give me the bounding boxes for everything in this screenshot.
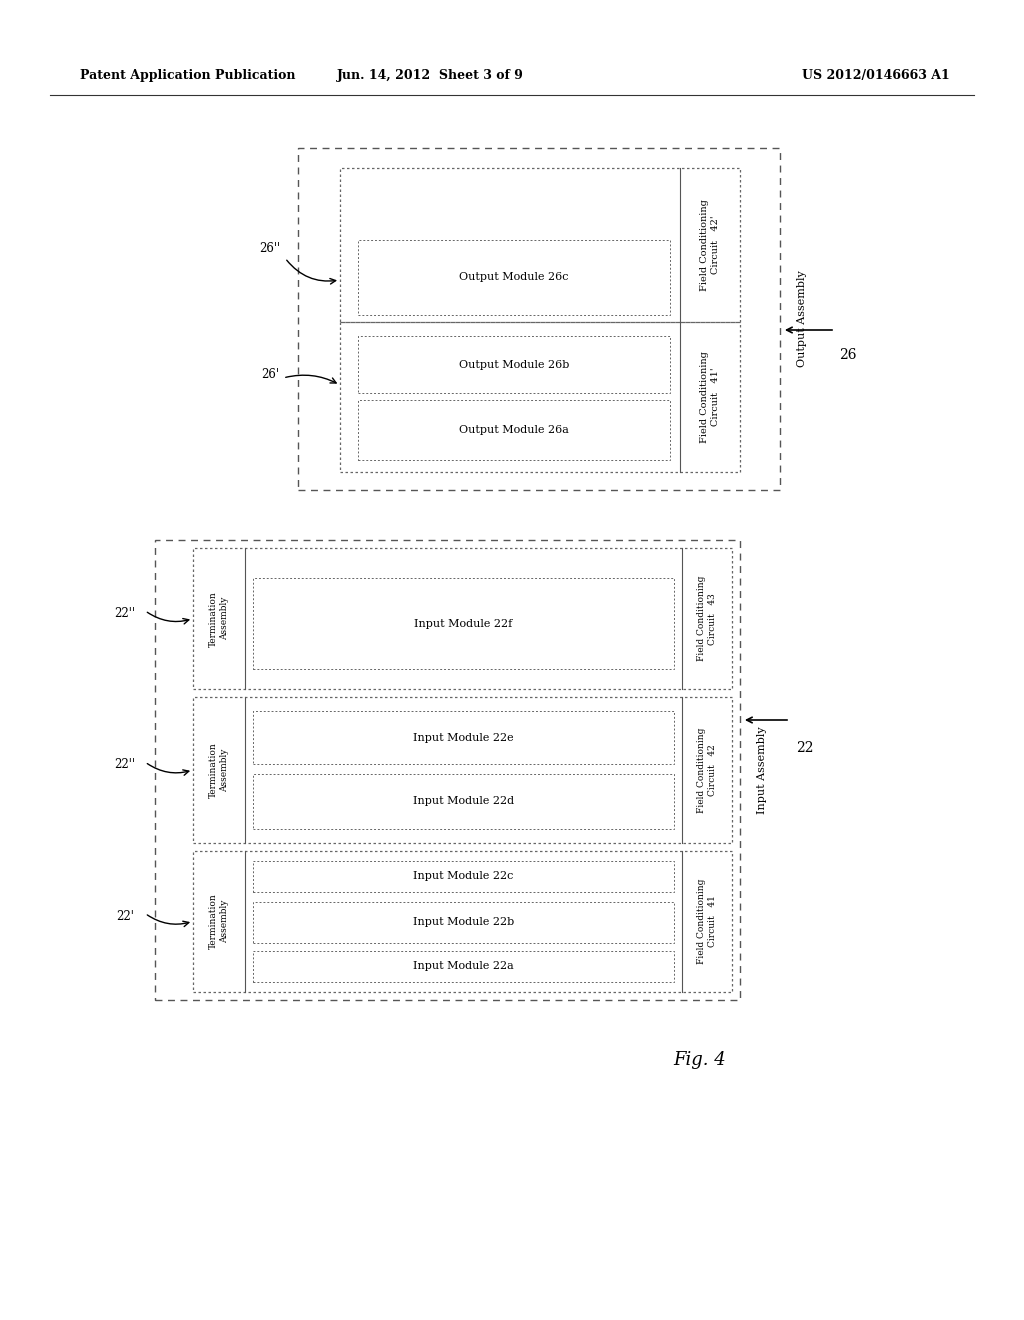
Text: Input Module 22f: Input Module 22f [415,619,513,628]
Bar [253,861,674,892]
Text: Input Module 22e: Input Module 22e [414,733,514,743]
Bar [193,548,732,689]
Text: 22'': 22'' [115,607,135,620]
Text: Termination
Assembly: Termination Assembly [209,591,228,647]
Text: Output Module 26c: Output Module 26c [459,272,568,282]
Text: Input Module 22b: Input Module 22b [413,917,514,928]
Text: Output Module 26a: Output Module 26a [459,425,569,436]
Bar [358,337,670,393]
Text: Jun. 14, 2012  Sheet 3 of 9: Jun. 14, 2012 Sheet 3 of 9 [337,69,523,82]
Text: Field Conditioning
Circuit   42': Field Conditioning Circuit 42' [700,199,720,290]
Text: 22: 22 [797,741,814,755]
Bar [340,168,740,322]
Bar [253,774,674,829]
Bar [340,322,740,473]
Text: Output Assembly: Output Assembly [797,271,807,367]
Bar [253,950,674,982]
Text: 26'': 26'' [259,242,281,255]
Bar [253,578,674,669]
Text: Termination
Assembly: Termination Assembly [209,894,228,949]
Text: Field Conditioning
Circuit   41: Field Conditioning Circuit 41 [697,879,717,964]
Text: US 2012/0146663 A1: US 2012/0146663 A1 [802,69,950,82]
Bar [193,697,732,842]
Text: Output Module 26b: Output Module 26b [459,359,569,370]
Bar [358,400,670,459]
Text: Input Assembly: Input Assembly [757,726,767,814]
Text: Patent Application Publication: Patent Application Publication [80,69,296,82]
Text: 22': 22' [116,909,134,923]
Bar [155,540,740,1001]
Text: Field Conditioning
Circuit   42: Field Conditioning Circuit 42 [697,727,717,813]
Bar [358,240,670,315]
Bar [253,902,674,942]
Text: 22'': 22'' [115,759,135,771]
Text: Termination
Assembly: Termination Assembly [209,742,228,797]
Text: Fig. 4: Fig. 4 [674,1051,726,1069]
Text: 26: 26 [840,348,857,362]
Bar [193,850,732,993]
Bar [253,711,674,764]
Text: Input Module 22c: Input Module 22c [414,871,514,882]
Bar [298,148,780,490]
Text: Input Module 22d: Input Module 22d [413,796,514,807]
Text: Field Conditioning
Circuit   41': Field Conditioning Circuit 41' [700,351,720,444]
Text: 26': 26' [261,368,279,381]
Text: Field Conditioning
Circuit   43: Field Conditioning Circuit 43 [697,576,717,661]
Text: Input Module 22a: Input Module 22a [413,961,514,972]
